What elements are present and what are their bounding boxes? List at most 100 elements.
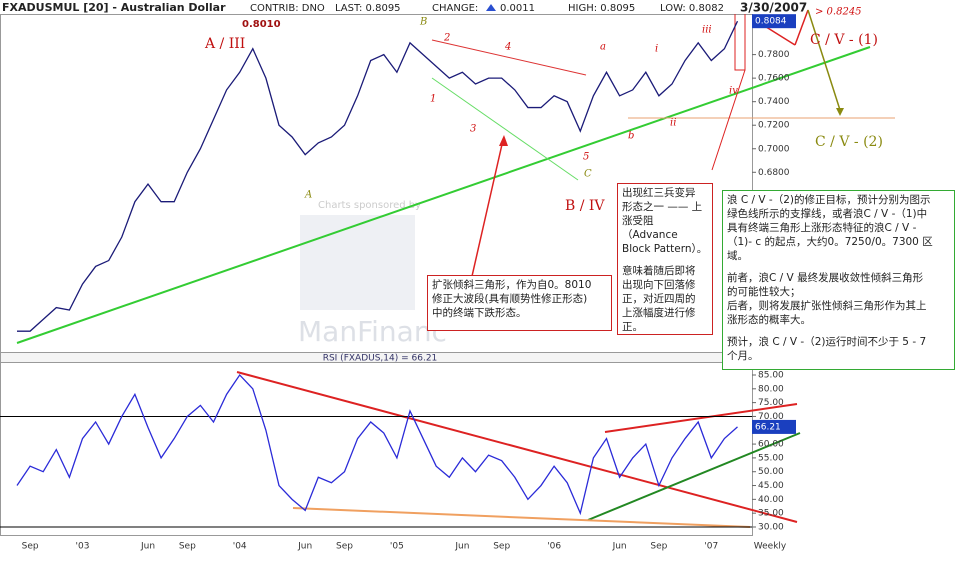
note-line: 意味着随后即将 <box>622 265 696 277</box>
x-tick-label: Sep <box>493 542 510 552</box>
change-value: 0.0011 <box>500 3 535 14</box>
last-value-box <box>752 14 796 29</box>
x-tick-label: '03 <box>76 542 90 552</box>
rsi-title: RSI (FXADUS,14) = 66.21 <box>323 354 438 364</box>
wave-label: i <box>655 44 658 55</box>
y-tick-label: 0.7000 <box>758 144 790 154</box>
x-tick-label: '06 <box>547 542 561 552</box>
note-line: （1)- c 的起点，大约0。7250/0。7300 区域。 <box>727 236 933 262</box>
note-line: 预计，浪 C / V -（2)运行时间不少于 5 - 7 <box>727 336 927 348</box>
x-tick-label: Jun <box>454 542 469 552</box>
peak-label: 0.8010 <box>242 19 281 30</box>
y-tick-label: 30.00 <box>758 522 784 532</box>
rsi-trend <box>587 432 801 521</box>
y-tick-label: 0.7600 <box>758 74 790 84</box>
rsi-trend <box>604 403 798 433</box>
y-tick-label: 0.6800 <box>758 168 790 178</box>
wave-label: 3 <box>470 124 476 135</box>
note-line: Block Pattern）。 <box>622 243 708 255</box>
x-tick-label: Sep <box>22 542 39 552</box>
change: CHANGE: <box>432 3 478 14</box>
last: LAST: 0.8095 <box>335 3 401 14</box>
channel-line <box>431 39 587 76</box>
note-line: 上涨幅度进行修 <box>622 307 696 319</box>
wave-label: 2 <box>443 33 450 44</box>
note-line: 前者，浪C / V 最终发展收敛性倾斜三角形 <box>727 272 924 284</box>
up-triangle <box>486 4 496 11</box>
x-tick-label: '07 <box>704 542 718 552</box>
note-line: 出现向下回落修 <box>622 279 696 291</box>
y-tick-label: 0.7200 <box>758 121 790 131</box>
arrowhead <box>499 135 508 146</box>
x-tick-label: '05 <box>390 542 404 552</box>
last-value-label: 0.8084 <box>755 17 787 27</box>
x-tick-label: Sep <box>650 542 667 552</box>
last-value-box <box>752 419 796 434</box>
note-line: 涨受阻（Advance <box>622 215 678 241</box>
line <box>16 373 738 516</box>
wave-label: ii <box>670 118 676 129</box>
y-tick-label: 75.00 <box>758 398 784 408</box>
wave-label: B / IV <box>565 198 605 214</box>
x-label: Weekly <box>754 542 787 552</box>
high: HIGH: 0.8095 <box>568 3 635 14</box>
x-tick-label: Sep <box>179 542 196 552</box>
note-paragraph: 意味着随后即将 出现向下回落修 正，对近四周的 上涨幅度进行修 正。 <box>622 264 708 334</box>
y-tick-label: 40.00 <box>758 495 784 505</box>
y-tick-label: 70.00 <box>758 412 784 422</box>
note-line: 浪 C / V -（2)的修正目标，预计分别为图示 <box>727 194 931 206</box>
note-line: 中的终端下跌形态。 <box>432 307 527 319</box>
arrow <box>807 9 841 111</box>
y-tick-label: 0.7400 <box>758 97 790 107</box>
wave-label: 4 <box>504 42 511 53</box>
y-tick-label: 0.7800 <box>758 50 790 60</box>
x-tick-label: '04 <box>233 542 247 552</box>
y-tick-label: 85.00 <box>758 370 784 380</box>
y-tick-label: 80.00 <box>758 384 784 394</box>
sponsor: Charts sponsored by <box>318 200 421 211</box>
wave-label: C / V - (1) <box>810 32 878 48</box>
x-tick-label: Jun <box>140 542 155 552</box>
note-paragraph: 浪 C / V -（2)的修正目标，预计分别为图示 绿色线所示的支撑线，或者浪C … <box>727 193 950 263</box>
wave-label: C <box>584 169 592 180</box>
arrowhead <box>836 108 844 116</box>
rsi-panel <box>0 362 753 536</box>
note-paragraph: 出现红三兵变异 形态之一 —— 上涨受阻（Advance Block Pattern… <box>622 186 708 256</box>
rsi-trend <box>292 507 751 528</box>
note-line: 个月。 <box>727 350 759 362</box>
x-tick-label: Jun <box>612 542 627 552</box>
y-tick-label: 45.00 <box>758 481 784 491</box>
wave-label: iii <box>702 25 712 36</box>
note-line: 修正大波段(具有顺势性修正形态) <box>432 293 588 305</box>
wave-label: A / III <box>204 36 245 52</box>
channel-line <box>431 77 579 181</box>
wave-label: B <box>419 17 427 28</box>
note-line: 后者，则将发展扩张性倾斜三角形作为其上 <box>727 300 927 312</box>
wave-label: a <box>600 42 606 53</box>
x-tick-label: Jun <box>297 542 312 552</box>
note-line: 正。 <box>622 321 643 333</box>
note-paragraph: 前者，浪C / V 最终发展收敛性倾斜三角形 的可能性较大； 后者，则将发展扩张性倾… <box>727 271 950 327</box>
wave-label: A <box>304 190 312 201</box>
target-label: > 0.8245 <box>815 7 862 18</box>
y-tick-label: 60.00 <box>758 440 784 450</box>
logo <box>300 215 415 310</box>
wave-label: 1 <box>430 94 436 105</box>
note-line: 扩张倾斜三角形，作为自0。8010 <box>432 279 592 291</box>
last-value-label: 66.21 <box>755 422 781 432</box>
note-line: 涨形态的概率大。 <box>727 314 811 326</box>
contrib: CONTRIB: DNO <box>250 3 325 14</box>
note-box: 扩张倾斜三角形，作为自0。8010 修正大波段(具有顺势性修正形态) 中的终端下跌形… <box>427 275 612 331</box>
note-line: 的可能性较大； <box>727 286 801 298</box>
note-line: 正，对近四周的 <box>622 293 696 305</box>
brand: ManFinanc <box>298 315 447 348</box>
date: 3/30/2007 <box>740 1 807 15</box>
arrow <box>469 139 504 286</box>
arrow <box>794 9 809 46</box>
x-tick-label: Sep <box>336 542 353 552</box>
note-line: 绿色线所示的支撑线，或者浪C / V -（1)中 <box>727 208 928 220</box>
support-line <box>16 46 871 344</box>
note-line: 出现红三兵变异 <box>622 187 696 199</box>
